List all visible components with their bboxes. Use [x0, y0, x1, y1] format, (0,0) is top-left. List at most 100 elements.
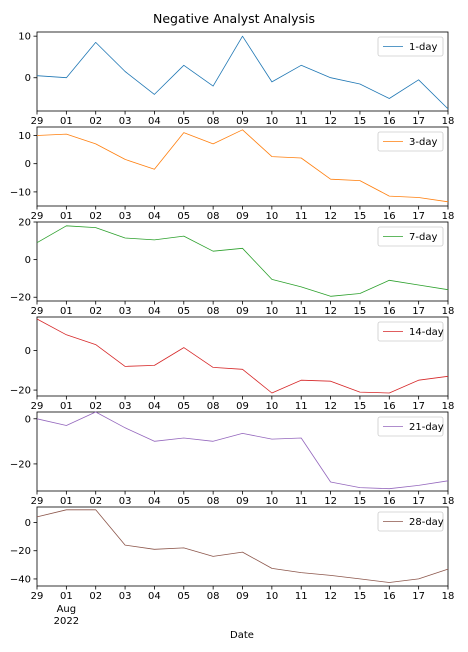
x-tick-label: 04: [148, 496, 161, 507]
x-tick-label: 17: [412, 401, 425, 412]
y-tick-label: −40: [10, 574, 31, 585]
y-tick-label: 0: [25, 159, 31, 170]
x-tick-label: 01: [60, 211, 73, 222]
x-tick-label: 09: [236, 496, 249, 507]
legend: 3-day: [377, 131, 444, 152]
x-tick-label: 09: [236, 591, 249, 602]
x-tick-label: 29: [31, 496, 44, 507]
x-tick-label: 05: [177, 211, 190, 222]
y-tick-label: 0: [25, 255, 31, 266]
legend-box: [377, 511, 444, 532]
x-tick-label: 10: [265, 306, 278, 317]
series-line-14-day: [36, 318, 449, 394]
x-tick-label: 11: [295, 211, 308, 222]
x-tick-label: 12: [324, 116, 337, 127]
x-tick-label: 05: [177, 401, 190, 412]
x-tick-label: 17: [412, 496, 425, 507]
x-tick-label: 01: [60, 116, 73, 127]
series-line-1-day: [36, 35, 449, 110]
x-tick-label: 29: [31, 211, 44, 222]
x-tick-label: 03: [119, 306, 132, 317]
x-tick-label: 02: [89, 496, 102, 507]
legend-label: 3-day: [409, 137, 437, 148]
x-tick-label: 04: [148, 211, 161, 222]
y-tick-label: 10: [18, 32, 31, 43]
x-tick-label: 18: [442, 591, 455, 602]
legend: 1-day: [377, 36, 444, 57]
x-tick-label: 16: [383, 116, 396, 127]
y-tick-label: 0: [25, 518, 31, 529]
x-tick-label: 15: [354, 496, 367, 507]
legend-label: 7-day: [409, 232, 437, 243]
series-line-3-day: [36, 129, 449, 203]
x-axis-label: Date: [230, 630, 254, 641]
legend-box: [377, 36, 444, 57]
legend-box: [377, 131, 444, 152]
x-tick-label: 16: [383, 591, 396, 602]
y-tick-label: −20: [10, 546, 31, 557]
x-tick-label: 12: [324, 211, 337, 222]
x-tick-label: 18: [442, 306, 455, 317]
x-tick-label: 15: [354, 591, 367, 602]
legend-label: 21-day: [409, 422, 444, 433]
x-tick-label: 04: [148, 306, 161, 317]
y-tick-label: −20: [10, 293, 31, 304]
x-secondary-label: Aug: [57, 604, 77, 615]
legend: 7-day: [377, 226, 444, 247]
x-tick-label: 10: [265, 496, 278, 507]
series-line-7-day: [36, 225, 449, 297]
x-tick-label: 04: [148, 116, 161, 127]
x-tick-label: 08: [207, 401, 220, 412]
x-tick-label: 18: [442, 116, 455, 127]
x-tick-label: 16: [383, 496, 396, 507]
x-tick-label: 10: [265, 591, 278, 602]
x-tick-label: 02: [89, 591, 102, 602]
x-tick-label: 17: [412, 116, 425, 127]
x-tick-label: 10: [265, 116, 278, 127]
x-tick-label: 02: [89, 211, 102, 222]
y-tick-label: 0: [25, 414, 31, 425]
x-tick-label: 11: [295, 401, 308, 412]
legend: 21-day: [377, 416, 444, 437]
x-tick-label: 05: [177, 116, 190, 127]
x-tick-label: 01: [60, 306, 73, 317]
x-tick-label: 05: [177, 496, 190, 507]
x-tick-label: 10: [265, 401, 278, 412]
x-tick-label: 16: [383, 211, 396, 222]
x-tick-label: 04: [148, 401, 161, 412]
x-tick-label: 15: [354, 116, 367, 127]
x-tick-label: 09: [236, 116, 249, 127]
y-tick-label: −20: [10, 459, 31, 470]
series-line-28-day: [36, 509, 449, 583]
x-tick-label: 09: [236, 306, 249, 317]
legend-label: 1-day: [409, 42, 437, 53]
x-tick-label: 02: [89, 401, 102, 412]
x-tick-label: 03: [119, 591, 132, 602]
legend-box: [377, 226, 444, 247]
x-tick-label: 18: [442, 211, 455, 222]
x-tick-label: 17: [412, 211, 425, 222]
x-tick-label: 29: [31, 116, 44, 127]
x-tick-label: 08: [207, 591, 220, 602]
subplot-21-day: 0 −20 29 01 02 03 04 05 08 09 10 11 12 15 16 17 18 21-day: [10, 411, 454, 507]
y-tick-label: −20: [10, 386, 31, 397]
x-tick-label: 29: [31, 591, 44, 602]
x-tick-label: 11: [295, 306, 308, 317]
legend-box: [377, 416, 444, 437]
x-tick-label: 11: [295, 496, 308, 507]
x-tick-label: 12: [324, 591, 337, 602]
chart-title: Negative Analyst Analysis: [153, 11, 315, 26]
x-tick-label: 16: [383, 401, 396, 412]
x-tick-label: 10: [265, 211, 278, 222]
legend: 14-day: [377, 321, 444, 342]
y-tick-label: 0: [25, 73, 31, 84]
legend: 28-day: [377, 511, 444, 532]
x-tick-label: 08: [207, 496, 220, 507]
x-tick-label: 15: [354, 211, 367, 222]
